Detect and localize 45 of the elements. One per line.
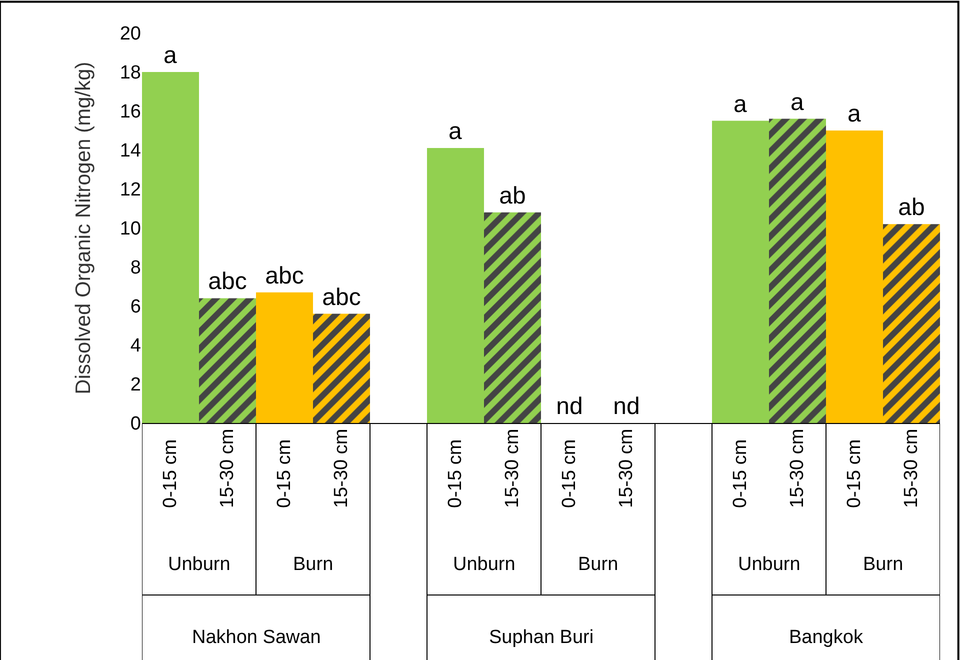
x-tick-label: 0-15 cm [445, 439, 466, 508]
y-tick-label: 0 [130, 414, 141, 435]
y-tick-label: 8 [130, 258, 141, 279]
data-label: abc [208, 268, 247, 296]
y-tick-label: 12 [120, 180, 141, 201]
y-tick-label: 20 [120, 24, 141, 45]
text: Burn [578, 554, 618, 575]
data-label: a [164, 42, 178, 69]
y-tick-label: 4 [130, 336, 142, 357]
x-tick-label: 0-15 cm [274, 439, 296, 508]
text: Unburn [453, 554, 516, 575]
data-label: a [790, 88, 804, 116]
text: Unburn [738, 554, 800, 575]
data-label: abc [322, 284, 361, 311]
text: Burn [293, 554, 334, 575]
x-tick-label: 15-30 cm [217, 428, 238, 508]
data-label: abc [265, 262, 304, 290]
x-tick-label: 0-15 cm [730, 439, 752, 508]
text: Nakhon Sawan [192, 627, 321, 648]
data-label: a [848, 100, 862, 128]
y-tick-label: 2 [130, 374, 141, 396]
x-tick-label: 15-30 cm [331, 428, 352, 508]
y-tick-label: 18 [120, 62, 141, 84]
x-tick-label: 15-30 cm [616, 428, 638, 508]
text: Unburn [168, 554, 230, 575]
y-tick-label: 16 [120, 102, 141, 123]
x-tick-label: 15-30 cm [502, 428, 524, 508]
y-tick-label: 10 [120, 218, 141, 240]
data-label: ab [499, 182, 526, 210]
text: Burn [863, 554, 904, 575]
x-tick-label: 0-15 cm [559, 439, 580, 508]
data-label: a [448, 118, 462, 146]
x-tick-label: 0-15 cm [160, 439, 182, 508]
data-label: ab [898, 194, 925, 222]
y-tick-label: 6 [130, 296, 141, 318]
data-label: nd [613, 393, 640, 420]
data-label: nd [556, 393, 583, 420]
x-tick-label: 15-30 cm [787, 428, 808, 508]
y-tick-label: 14 [120, 140, 142, 162]
y-axis-title: Dissolved Organic Nitrogen (mg/kg) [72, 62, 95, 394]
x-tick-label: 0-15 cm [844, 439, 866, 508]
text: Suphan Buri [489, 627, 594, 648]
x-tick-label: 15-30 cm [901, 428, 922, 508]
data-label: a [734, 90, 748, 118]
text: Bangkok [789, 627, 864, 648]
